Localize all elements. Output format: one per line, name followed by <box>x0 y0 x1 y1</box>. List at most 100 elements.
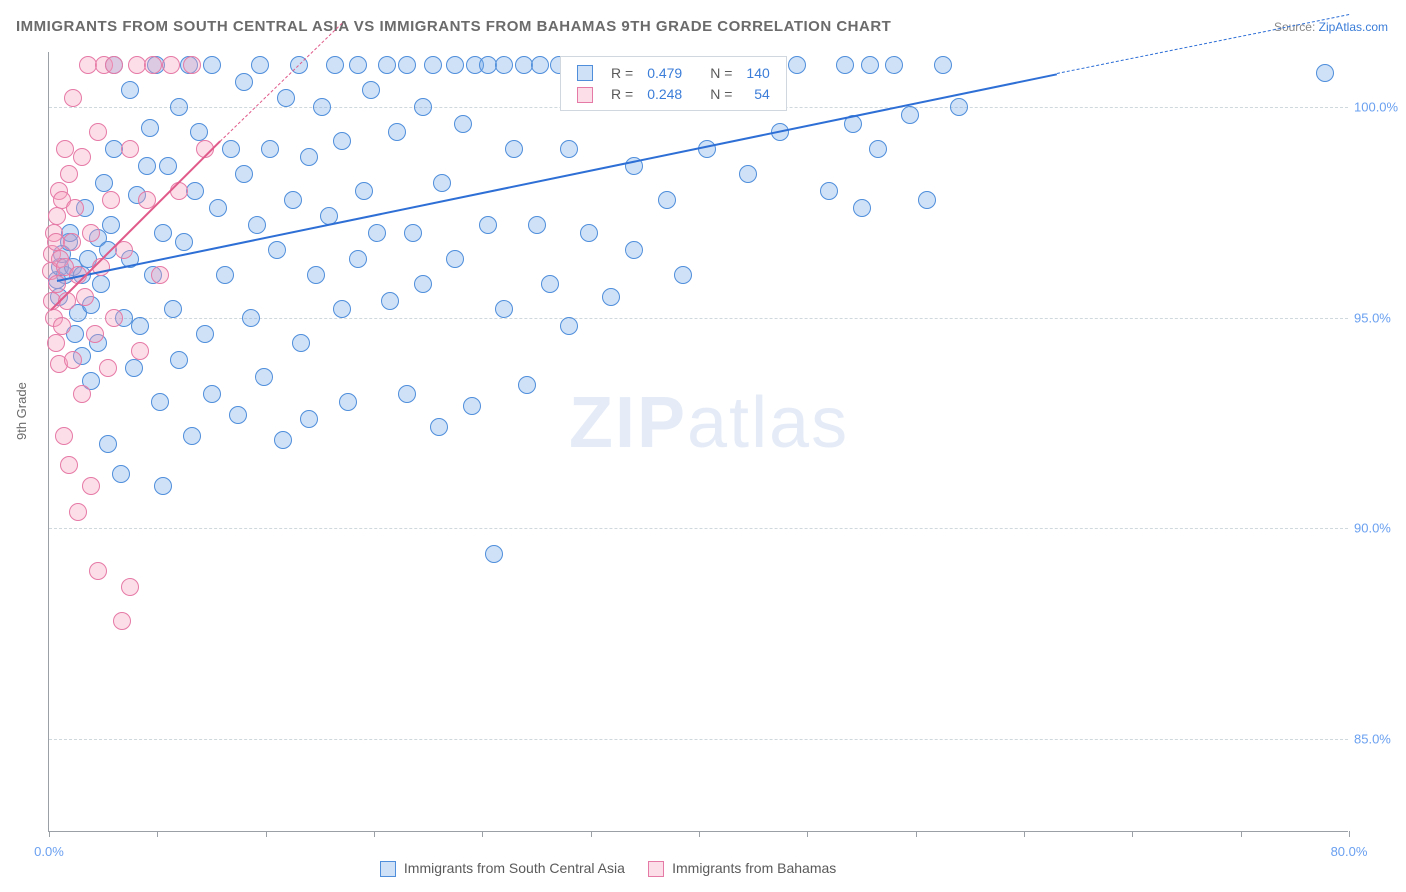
data-point <box>495 56 513 74</box>
data-point <box>242 309 260 327</box>
data-point <box>424 56 442 74</box>
data-point <box>162 56 180 74</box>
data-point <box>414 275 432 293</box>
data-point <box>183 427 201 445</box>
x-tick-mark <box>807 831 808 837</box>
data-point <box>381 292 399 310</box>
data-point <box>105 309 123 327</box>
data-point <box>333 300 351 318</box>
data-point <box>131 317 149 335</box>
x-tick-mark <box>374 831 375 837</box>
data-point <box>170 98 188 116</box>
data-point <box>89 123 107 141</box>
data-point <box>918 191 936 209</box>
y-tick-label: 85.0% <box>1354 732 1398 747</box>
data-point <box>113 612 131 630</box>
data-point <box>531 56 549 74</box>
data-point <box>131 342 149 360</box>
data-point <box>739 165 757 183</box>
data-point <box>186 182 204 200</box>
source-link[interactable]: ZipAtlas.com <box>1319 20 1388 34</box>
data-point <box>235 165 253 183</box>
legend-series-label: Immigrants from Bahamas <box>672 860 836 876</box>
legend-n-value: 54 <box>740 84 775 103</box>
data-point <box>196 325 214 343</box>
data-point <box>164 300 182 318</box>
data-point <box>349 250 367 268</box>
data-point <box>102 191 120 209</box>
legend-swatch <box>577 87 593 103</box>
data-point <box>105 56 123 74</box>
data-point <box>362 81 380 99</box>
x-tick-mark <box>49 831 50 837</box>
data-point <box>326 56 344 74</box>
x-tick-label: 0.0% <box>34 844 64 859</box>
data-point <box>56 140 74 158</box>
data-point <box>869 140 887 158</box>
y-axis-label: 9th Grade <box>14 382 29 440</box>
data-point <box>528 216 546 234</box>
data-point <box>48 207 66 225</box>
data-point <box>222 140 240 158</box>
data-point <box>446 250 464 268</box>
data-point <box>154 224 172 242</box>
data-point <box>64 89 82 107</box>
data-point <box>112 465 130 483</box>
data-point <box>274 431 292 449</box>
data-point <box>313 98 331 116</box>
data-point <box>121 578 139 596</box>
data-point <box>47 334 65 352</box>
data-point <box>209 199 227 217</box>
data-point <box>102 216 120 234</box>
data-point <box>398 56 416 74</box>
data-point <box>284 191 302 209</box>
data-point <box>268 241 286 259</box>
data-point <box>820 182 838 200</box>
data-point <box>248 216 266 234</box>
x-tick-mark <box>1132 831 1133 837</box>
data-point <box>154 477 172 495</box>
data-point <box>934 56 952 74</box>
data-point <box>261 140 279 158</box>
regression-line <box>1056 14 1349 74</box>
data-point <box>170 182 188 200</box>
data-point <box>99 359 117 377</box>
data-point <box>463 397 481 415</box>
series-legend: Immigrants from South Central Asia Immig… <box>380 860 836 877</box>
x-tick-mark <box>916 831 917 837</box>
data-point <box>674 266 692 284</box>
data-point <box>292 334 310 352</box>
data-point <box>63 233 81 251</box>
watermark: ZIPatlas <box>569 382 849 464</box>
data-point <box>901 106 919 124</box>
legend-r-value: 0.479 <box>641 63 688 82</box>
data-point <box>1316 64 1334 82</box>
data-point <box>560 140 578 158</box>
data-point <box>99 435 117 453</box>
source-attribution: Source: ZipAtlas.com <box>1274 20 1388 34</box>
y-tick-label: 95.0% <box>1354 310 1398 325</box>
data-point <box>203 56 221 74</box>
legend-r-label: R = <box>605 63 639 82</box>
data-point <box>216 266 234 284</box>
data-point <box>454 115 472 133</box>
data-point <box>183 56 201 74</box>
data-point <box>82 477 100 495</box>
data-point <box>414 98 432 116</box>
data-point <box>229 406 247 424</box>
data-point <box>368 224 386 242</box>
data-point <box>151 393 169 411</box>
data-point <box>64 351 82 369</box>
data-point <box>602 288 620 306</box>
data-point <box>144 56 162 74</box>
legend-n-label: N = <box>704 84 738 103</box>
data-point <box>788 56 806 74</box>
data-point <box>170 351 188 369</box>
x-tick-mark <box>1241 831 1242 837</box>
x-tick-mark <box>591 831 592 837</box>
x-tick-mark <box>266 831 267 837</box>
data-point <box>541 275 559 293</box>
data-point <box>138 157 156 175</box>
data-point <box>433 174 451 192</box>
data-point <box>307 266 325 284</box>
